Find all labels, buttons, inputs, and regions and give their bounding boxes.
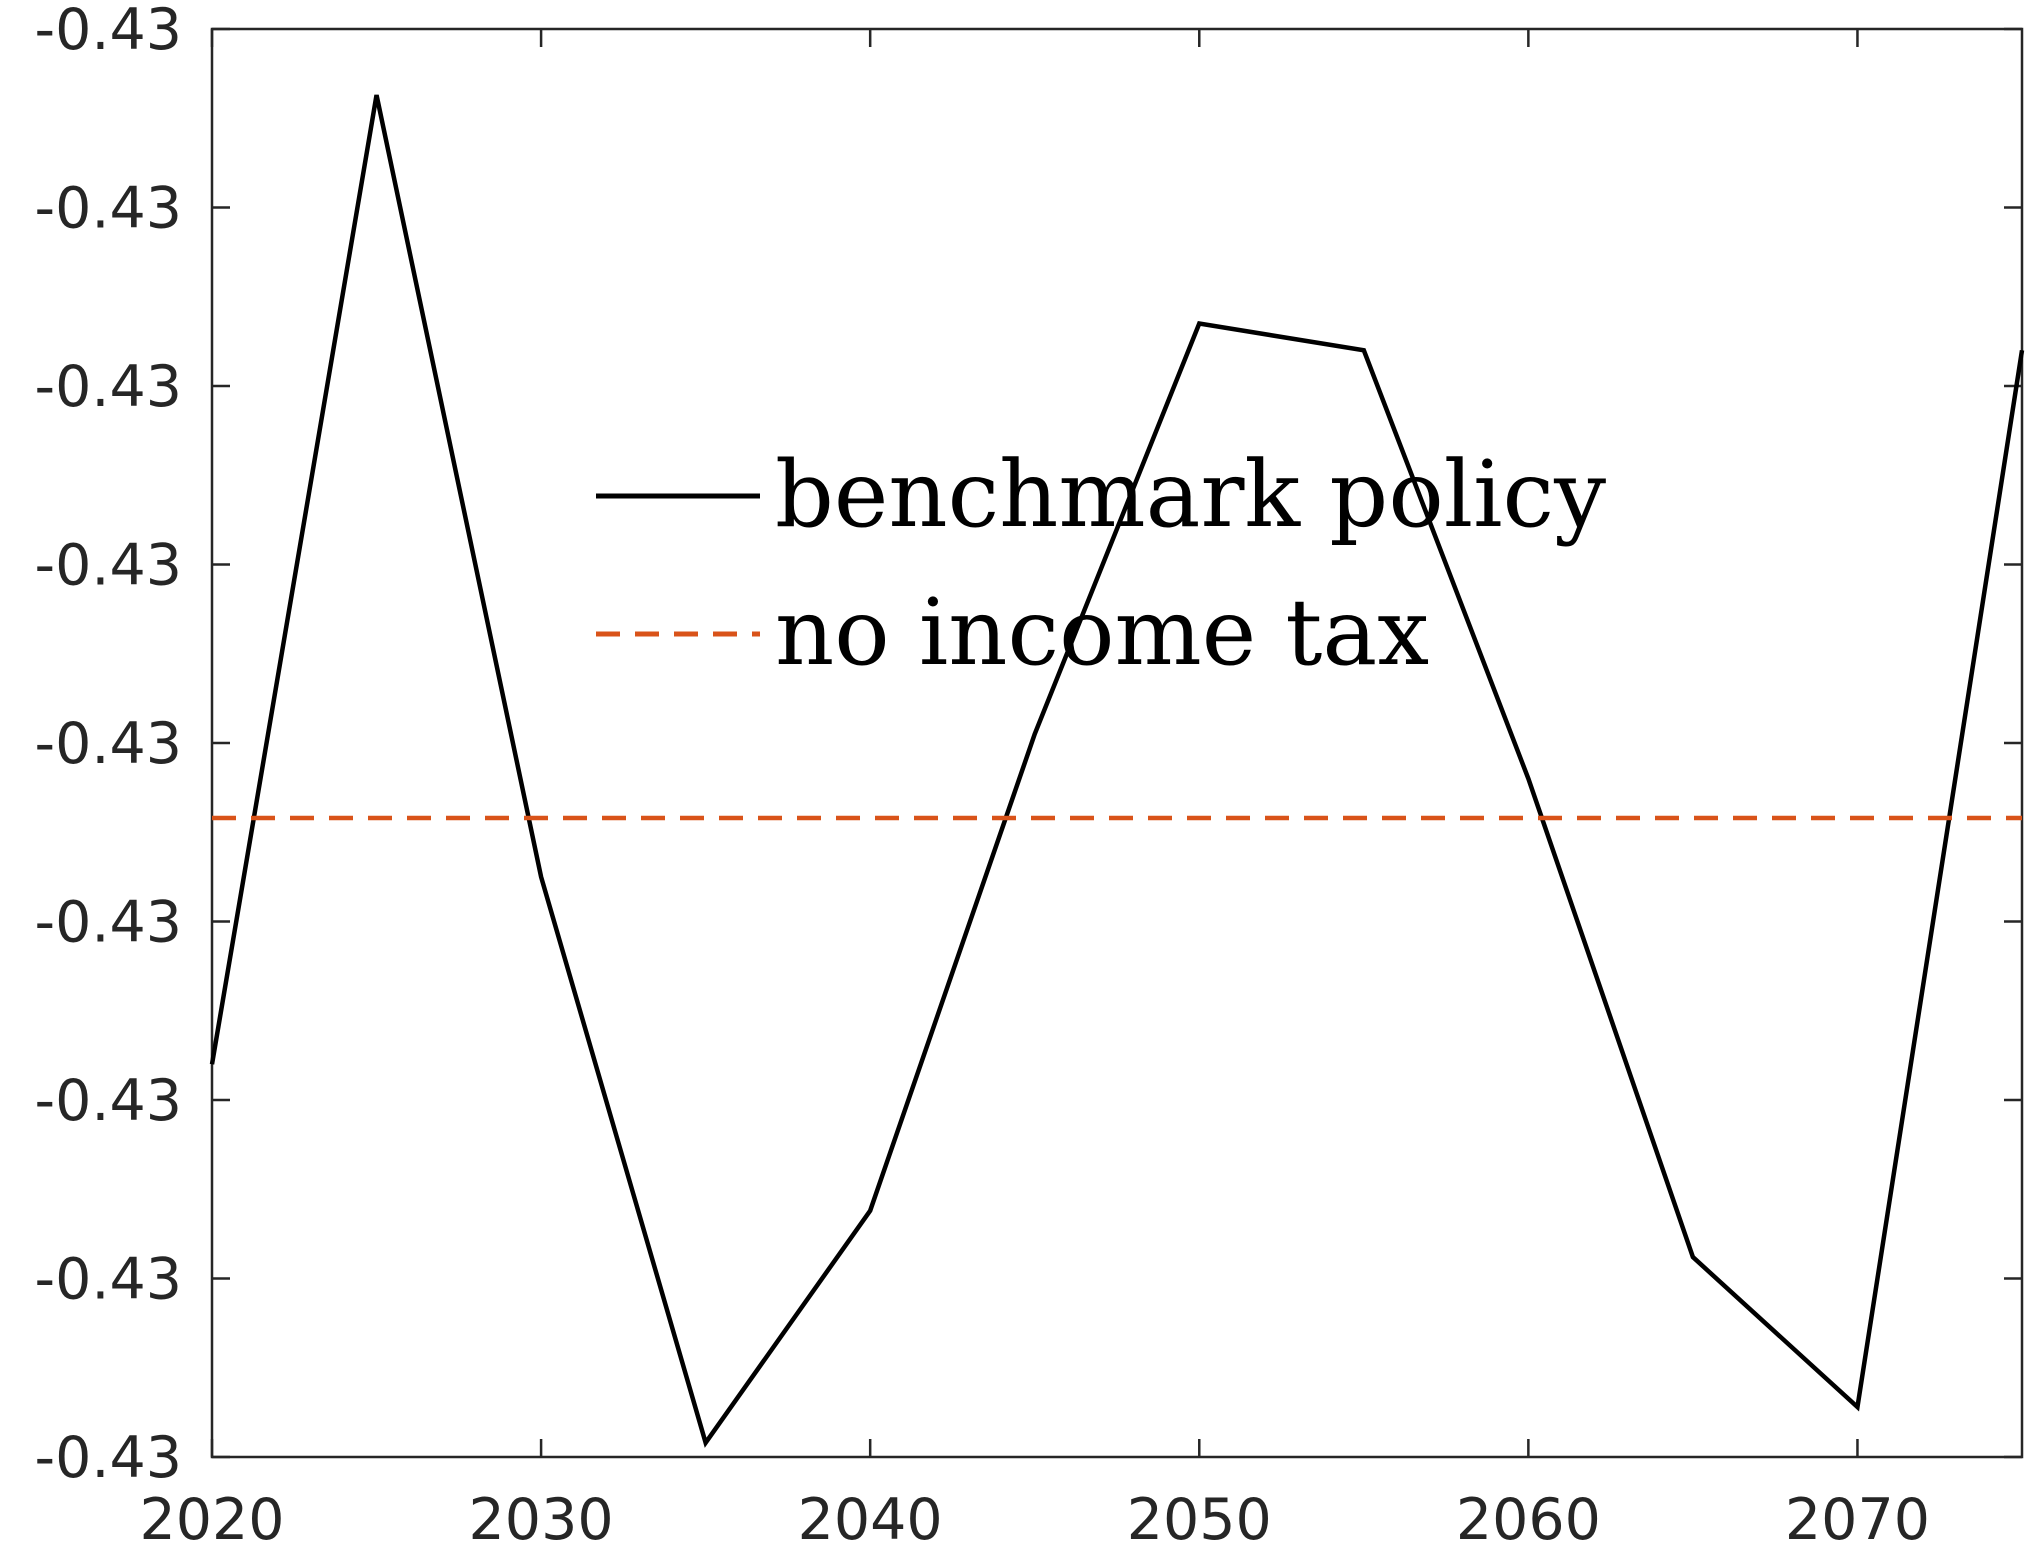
legend-label-benchmark-policy: benchmark policy bbox=[775, 441, 1606, 548]
y-tick-label: -0.43 bbox=[35, 711, 182, 777]
x-tick-label: 2030 bbox=[469, 1487, 614, 1553]
x-tick-label: 2060 bbox=[1456, 1487, 1601, 1553]
x-tick-label: 2050 bbox=[1127, 1487, 1272, 1553]
x-tick-label: 2020 bbox=[139, 1487, 284, 1553]
y-tick-label: -0.43 bbox=[35, 176, 182, 242]
x-tick-label: 2040 bbox=[798, 1487, 943, 1553]
plot-frame bbox=[210, 27, 2024, 1459]
y-tick-label: -0.43 bbox=[35, 533, 182, 599]
plot-area bbox=[210, 27, 2024, 1459]
y-tick-label: -0.43 bbox=[35, 0, 182, 63]
x-tick-label: 2070 bbox=[1785, 1487, 1930, 1553]
y-tick-label: -0.43 bbox=[35, 890, 182, 956]
y-tick-label: -0.43 bbox=[35, 354, 182, 420]
y-tick-label: -0.43 bbox=[35, 1068, 182, 1134]
legend: benchmark policy no income tax bbox=[596, 441, 1606, 686]
series-layer bbox=[209, 94, 2025, 1448]
tick-labels: 2020 2030 2040 2050 2060 2070 -0.43 -0.43 -0.43 -… bbox=[35, 0, 1930, 1553]
legend-label-no-income-tax: no income tax bbox=[775, 579, 1429, 686]
y-tick-label: -0.43 bbox=[35, 1425, 182, 1491]
series-benchmark-policy-line bbox=[209, 94, 2025, 1448]
y-tick-label: -0.43 bbox=[35, 1247, 182, 1313]
axis-ticks bbox=[210, 27, 2022, 1459]
